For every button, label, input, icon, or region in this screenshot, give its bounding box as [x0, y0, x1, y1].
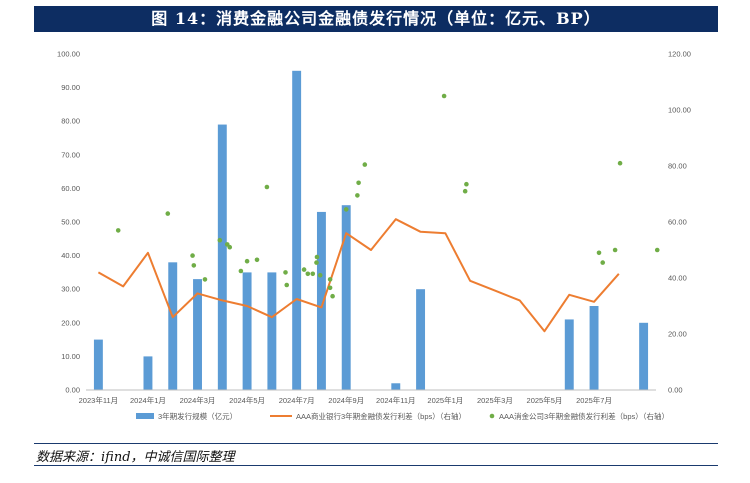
y-left-tick-label: 40.00 — [61, 251, 80, 260]
bar — [292, 70, 302, 391]
x-tick-label: 2024年11月 — [376, 395, 415, 405]
bar — [416, 289, 426, 390]
scatter-point — [314, 254, 320, 260]
scatter-point — [165, 211, 171, 216]
y-left-tick-label: 30.00 — [61, 285, 80, 294]
bar — [391, 383, 401, 390]
bar — [564, 319, 574, 390]
x-tick-label: 2024年5月 — [229, 395, 265, 405]
bar — [242, 272, 252, 390]
legend-swatch-bars — [136, 413, 154, 419]
legend-label-scatter: AAA消金公司3年期金融债发行利差（bps）（右轴） — [499, 411, 669, 421]
scatter-point — [356, 180, 361, 186]
data-source-note: 数据来源：ifind，中诚信国际整理 — [36, 450, 235, 465]
legend-label-line: AAA商业银行3年期金融债发行利差（bps）（右轴） — [296, 411, 466, 421]
bar — [168, 262, 178, 390]
scatter-point — [612, 247, 618, 253]
scatter-point — [244, 258, 250, 264]
x-tick-label: 2024年7月 — [279, 395, 315, 405]
bar — [143, 356, 153, 390]
x-tick-label: 2024年3月 — [180, 395, 216, 405]
scatter-point — [327, 285, 333, 291]
scatter-point — [115, 228, 121, 233]
scatter-point — [441, 93, 447, 99]
x-tick-label: 2025年3月 — [477, 395, 513, 405]
bar — [93, 339, 103, 390]
bar — [639, 322, 649, 390]
bar — [267, 272, 277, 390]
y-left-tick-label: 0.00 — [65, 386, 80, 395]
scatter-point — [301, 267, 307, 272]
y-right-tick-label: 100.00 — [668, 106, 691, 115]
scatter-point — [617, 160, 623, 166]
chart-area: 0.00 10.00 20.00 30.00 40.00 50.00 60.00 70.00 8… — [34, 32, 718, 442]
y-left-tick-label: 10.00 — [61, 352, 80, 361]
bar — [193, 279, 202, 390]
y-right-tick-label: 40.00 — [668, 274, 687, 283]
scatter-point — [600, 260, 606, 265]
scatter-point — [305, 271, 311, 277]
scatter-point — [227, 244, 233, 250]
x-tick-label: 2025年1月 — [427, 395, 463, 405]
legend-swatch-scatter — [489, 413, 495, 419]
y-right-tick-label: 80.00 — [668, 162, 687, 171]
x-tick-label: 2023年11月 — [79, 395, 118, 405]
y-right-tick-label: 120.00 — [668, 50, 691, 59]
scatter-point — [314, 260, 319, 265]
scatter-point — [191, 263, 197, 268]
scatter-point — [264, 184, 270, 190]
y-right-tick-label: 0.00 — [668, 386, 683, 395]
bar — [316, 211, 326, 390]
scatter-point — [284, 282, 290, 288]
scatter-point — [217, 237, 223, 243]
bar — [217, 124, 227, 390]
scatter-point — [238, 268, 244, 274]
y-left-tick-label: 20.00 — [61, 318, 80, 327]
legend-label-bars: 3年期发行规模（亿元） — [158, 411, 237, 421]
bar — [589, 306, 599, 390]
scatter-point — [330, 293, 335, 299]
y-left-tick-label: 60.00 — [61, 184, 80, 193]
scatter-point — [202, 277, 208, 282]
y-left-tick-label: 50.00 — [61, 218, 80, 227]
x-tick-label: 2024年9月 — [328, 395, 364, 405]
scatter-point — [654, 247, 660, 253]
combo-chart: 0.00 10.00 20.00 30.00 40.00 50.00 60.00 70.00 8… — [57, 50, 691, 422]
x-tick-label: 2025年7月 — [576, 395, 612, 405]
chart-title: 图 14：消费金融公司金融债发行情况（单位：亿元、BP） — [34, 6, 718, 32]
scatter-point — [283, 270, 288, 275]
scatter-point — [343, 207, 349, 212]
bar — [341, 205, 351, 390]
x-tick-label: 2024年1月 — [130, 395, 166, 405]
scatter-point — [317, 272, 323, 278]
y-left-tick-label: 100.00 — [57, 50, 80, 59]
scatter-point — [362, 162, 368, 167]
scatter-point — [190, 253, 195, 258]
scatter-point — [464, 181, 469, 187]
y-right-tick-label: 20.00 — [668, 330, 687, 339]
scatter-point — [327, 277, 333, 282]
y-left-tick-label: 90.00 — [61, 83, 80, 92]
y-left-tick-label: 80.00 — [61, 117, 80, 126]
line-series-bank-spread — [97, 218, 620, 333]
x-tick-label: 2025年5月 — [527, 395, 563, 405]
divider-bottom — [34, 465, 718, 466]
y-right-tick-label: 60.00 — [668, 218, 687, 227]
scatter-point — [596, 250, 602, 256]
scatter-point — [355, 193, 360, 198]
y-left-tick-label: 70.00 — [61, 150, 80, 159]
divider-top — [34, 443, 718, 444]
scatter-point — [254, 257, 260, 263]
scatter-point — [462, 188, 468, 194]
scatter-point — [310, 271, 316, 277]
